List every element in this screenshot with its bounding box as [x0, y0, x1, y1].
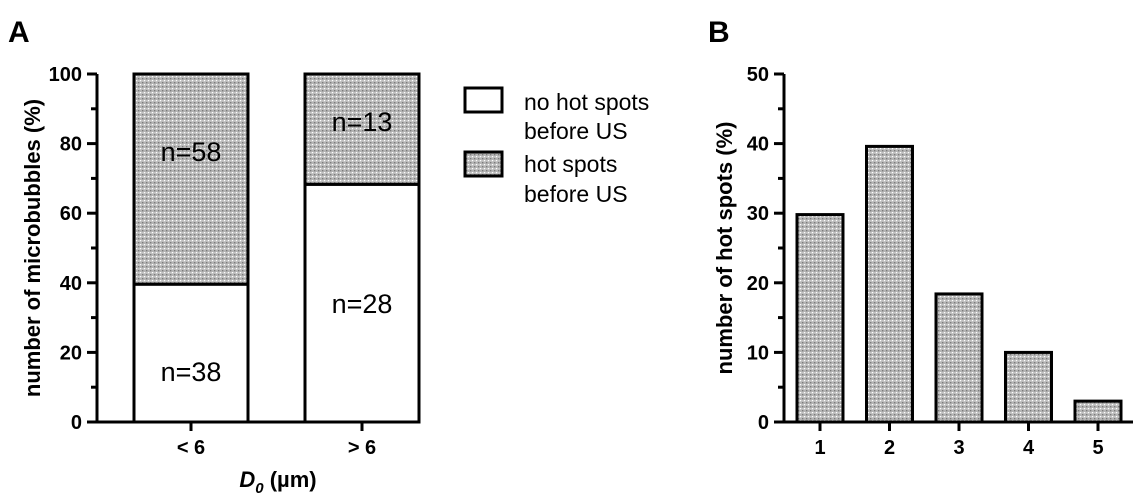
panel-b-x-tick-label: 3 — [953, 437, 964, 459]
panel-b-chart: B number of hot spots (%) 0 10 20 30 40 50 1 2 3… — [708, 16, 1133, 459]
panel-b-y-tick-label: 50 — [747, 64, 769, 86]
legend-label-no-hot-spots-line1: no hot spots — [524, 89, 649, 115]
panel-b-y-tick-label: 30 — [747, 203, 769, 225]
panel-a-letter: A — [8, 16, 30, 49]
panel-b-bar — [1073, 399, 1123, 424]
panel-a-bar-segment — [132, 282, 250, 424]
panel-a-y-tick-label: 0 — [71, 412, 82, 434]
panel-a-x-tick-label: > 6 — [348, 437, 376, 459]
panel-a-bar-count-label: n=38 — [161, 357, 222, 387]
panel-b-bar — [1004, 350, 1053, 424]
panel-b-x-tick-label: 5 — [1092, 437, 1103, 459]
panel-a-bar-count-label: n=28 — [332, 289, 393, 319]
panel-b-y-axis-title: number of hot spots (%) — [712, 122, 737, 375]
legend: no hot spots before US hot spots before … — [463, 86, 649, 207]
panel-b-y-tick-label: 40 — [747, 134, 769, 156]
panel-a-bar-count-label: n=58 — [161, 137, 222, 167]
panel-a-x-tick-label: < 6 — [177, 437, 205, 459]
panel-b-letter: B — [708, 16, 730, 49]
panel-a-y-tick-label: 40 — [60, 273, 82, 295]
panel-b-plot-area: 0 10 20 30 40 50 1 2 3 4 5 — [747, 64, 1133, 459]
panel-b-x-tick-label: 4 — [1023, 437, 1035, 459]
panel-a-bar-segment — [303, 182, 421, 424]
panel-a-x-axis-symbol: D — [239, 467, 255, 492]
panel-b-bar — [865, 144, 914, 424]
panel-a-y-tick-label: 80 — [60, 134, 82, 156]
panel-a-bar-segment — [132, 72, 250, 286]
panel-a-y-tick-label: 100 — [49, 64, 82, 86]
legend-label-hot-spots-line1: hot spots — [524, 151, 617, 177]
panel-a-bar-count-label: n=13 — [332, 107, 393, 137]
panel-a-y-tick-label: 60 — [60, 203, 82, 225]
panel-b-x-tick-label: 1 — [814, 437, 825, 459]
panel-a-x-axis-subscript: 0 — [255, 480, 264, 493]
panel-b-y-tick-label: 20 — [747, 273, 769, 295]
legend-label-hot-spots-line2: before US — [524, 181, 628, 207]
legend-swatch-hot-spots — [463, 150, 504, 178]
panel-b-bar — [934, 292, 984, 424]
panel-a-plot-area: 0 20 40 60 80 100 n=38 n=58 < 6 n=28 n=13 > 6 — [49, 64, 421, 459]
panel-a-x-axis-unit: (µm) — [264, 467, 317, 492]
panel-b-y-tick-label: 0 — [758, 412, 769, 434]
panel-a-x-axis-title: D0 (µm) — [239, 467, 316, 493]
panel-a-chart: A number of microbubbles (%) 0 20 40 60 80 10… — [8, 16, 649, 493]
panel-a-y-tick-label: 20 — [60, 342, 82, 364]
panel-a-y-axis-title: number of microbubbles (%) — [20, 99, 45, 397]
panel-b-y-tick-label: 10 — [747, 342, 769, 364]
panel-b-x-tick-label: 2 — [884, 437, 895, 459]
legend-swatch-no-hot-spots — [463, 86, 504, 114]
panel-b-bar — [795, 213, 845, 424]
panel-a-bar-segment — [303, 72, 421, 186]
legend-label-no-hot-spots-line2: before US — [524, 118, 628, 144]
